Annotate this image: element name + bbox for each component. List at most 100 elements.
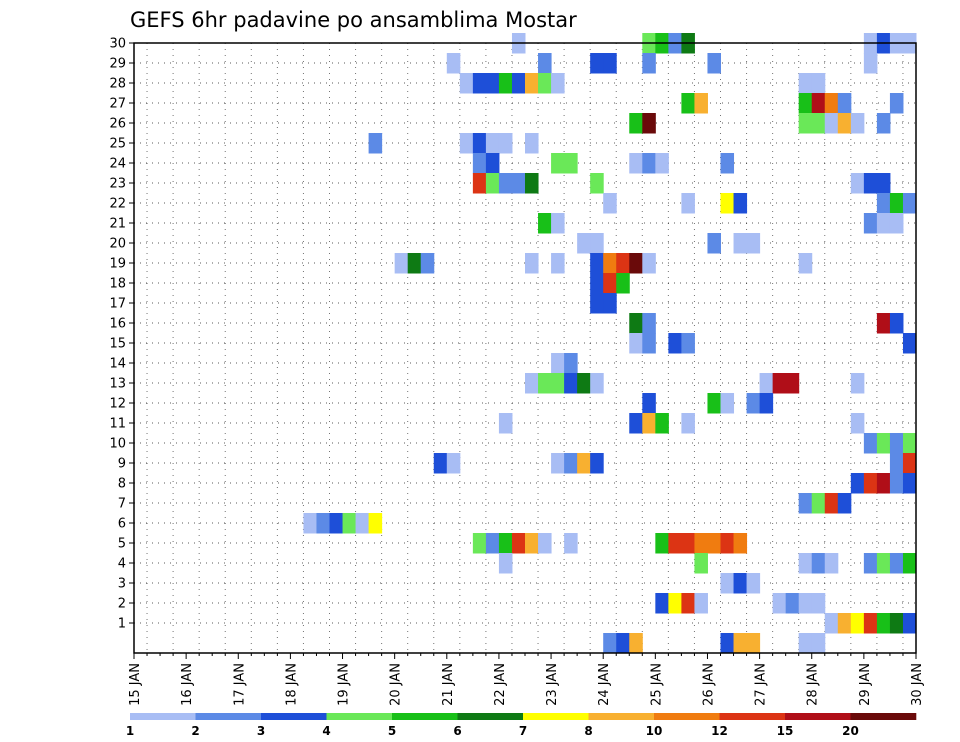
heatmap-cell	[837, 113, 852, 134]
y-tick-label: 6	[118, 517, 126, 532]
colorbar-swatch	[326, 713, 393, 720]
heatmap-cell	[472, 73, 487, 94]
heatmap-cell	[694, 593, 708, 614]
heatmap-cell	[902, 193, 917, 214]
heatmap-cell	[485, 153, 500, 174]
x-tick-label: 15 JAN	[128, 663, 143, 706]
heatmap-cell	[876, 173, 891, 194]
colorbar-label: 15	[777, 724, 794, 738]
heatmap-cell	[655, 153, 669, 174]
colorbar-label: 1	[126, 724, 134, 738]
heatmap-cell	[694, 553, 708, 574]
x-tick-label: 25 JAN	[649, 663, 664, 706]
heatmap-cell	[798, 93, 813, 114]
colorbar-label: 4	[322, 724, 330, 738]
colorbar-label: 8	[584, 724, 592, 738]
heatmap-cell	[485, 73, 500, 94]
heatmap-cell	[720, 533, 735, 554]
heatmap-cell	[733, 193, 748, 214]
colorbar-label: 3	[257, 724, 265, 738]
y-tick-label: 5	[118, 537, 126, 552]
x-tick-label: 16 JAN	[180, 663, 195, 706]
heatmap-cell	[668, 333, 682, 354]
x-tick-label: 30 JAN	[910, 663, 925, 706]
y-tick-label: 7	[118, 497, 126, 512]
heatmap-cell	[472, 533, 487, 554]
heatmap-cell	[538, 533, 552, 554]
heatmap-cell	[863, 613, 878, 634]
heatmap-cell	[564, 533, 578, 554]
heatmap-cell	[824, 93, 839, 114]
heatmap-cell	[837, 613, 852, 634]
y-tick-label: 14	[109, 357, 126, 372]
heatmap-cell	[876, 193, 891, 214]
heatmap-cell	[525, 533, 539, 554]
heatmap-cell	[785, 593, 800, 614]
colorbar-swatch	[588, 713, 655, 720]
heatmap-cell	[824, 113, 839, 134]
heatmap-cell	[889, 313, 904, 334]
y-tick-label: 19	[109, 257, 126, 272]
colorbar-swatch	[850, 713, 917, 720]
y-tick-label: 12	[109, 397, 126, 412]
heatmap-cell	[551, 373, 565, 394]
heatmap-cell	[902, 613, 917, 634]
heatmap-cell	[824, 493, 839, 514]
heatmap-cell	[511, 533, 526, 554]
y-tick-label: 4	[118, 557, 126, 572]
heatmap-cell	[564, 373, 578, 394]
heatmap-cell	[603, 273, 617, 294]
heatmap-cell	[603, 193, 617, 214]
heatmap-cell	[681, 413, 695, 434]
heatmap-cell	[616, 273, 630, 294]
y-tick-label: 22	[109, 197, 126, 212]
heatmap-cell	[629, 633, 643, 654]
heatmap-cell	[876, 213, 891, 234]
heatmap-cell	[720, 153, 735, 174]
heatmap-cell	[850, 613, 865, 634]
x-tick-label: 28 JAN	[806, 663, 821, 706]
colorbar-swatch	[130, 713, 196, 720]
heatmap-cell	[642, 113, 656, 134]
heatmap-cell	[850, 373, 865, 394]
heatmap-cell	[590, 53, 604, 74]
heatmap-cell	[798, 553, 813, 574]
heatmap-cell	[525, 373, 539, 394]
heatmap-cell	[733, 633, 748, 654]
heatmap-cell	[798, 493, 813, 514]
heatmap-cell	[876, 473, 891, 494]
heatmap-cell	[564, 353, 578, 374]
heatmap-cells	[303, 33, 917, 654]
heatmap-cell	[642, 393, 656, 414]
colorbar-label: 20	[842, 724, 859, 738]
y-tick-label: 9	[118, 457, 126, 472]
heatmap-cell	[629, 413, 643, 434]
x-tick-label: 26 JAN	[701, 663, 716, 706]
colorbar-label: 5	[388, 724, 396, 738]
heatmap-cell	[498, 133, 513, 154]
y-tick-label: 16	[109, 317, 126, 332]
y-tick-label: 27	[109, 97, 126, 112]
y-tick-label: 25	[109, 137, 126, 152]
heatmap-cell	[485, 533, 500, 554]
y-tick-label: 15	[109, 337, 126, 352]
heatmap-cell	[446, 453, 461, 474]
x-tick-label: 18 JAN	[284, 663, 299, 706]
colorbar-swatch	[523, 713, 589, 720]
heatmap-cell	[824, 553, 839, 574]
colorbar-label: 10	[646, 724, 663, 738]
heatmap-cell	[303, 513, 317, 534]
heatmap-cell	[746, 393, 761, 414]
heatmap-cell	[551, 73, 565, 94]
heatmap-cell	[889, 433, 904, 454]
x-tick-label: 27 JAN	[754, 663, 769, 706]
heatmap-cell	[837, 493, 852, 514]
heatmap-cell	[446, 53, 461, 74]
heatmap-cell	[642, 313, 656, 334]
heatmap-cell	[433, 453, 448, 474]
heatmap-cell	[368, 513, 383, 534]
heatmap-cell	[551, 153, 565, 174]
heatmap-cell	[603, 53, 617, 74]
heatmap-cell	[824, 613, 839, 634]
